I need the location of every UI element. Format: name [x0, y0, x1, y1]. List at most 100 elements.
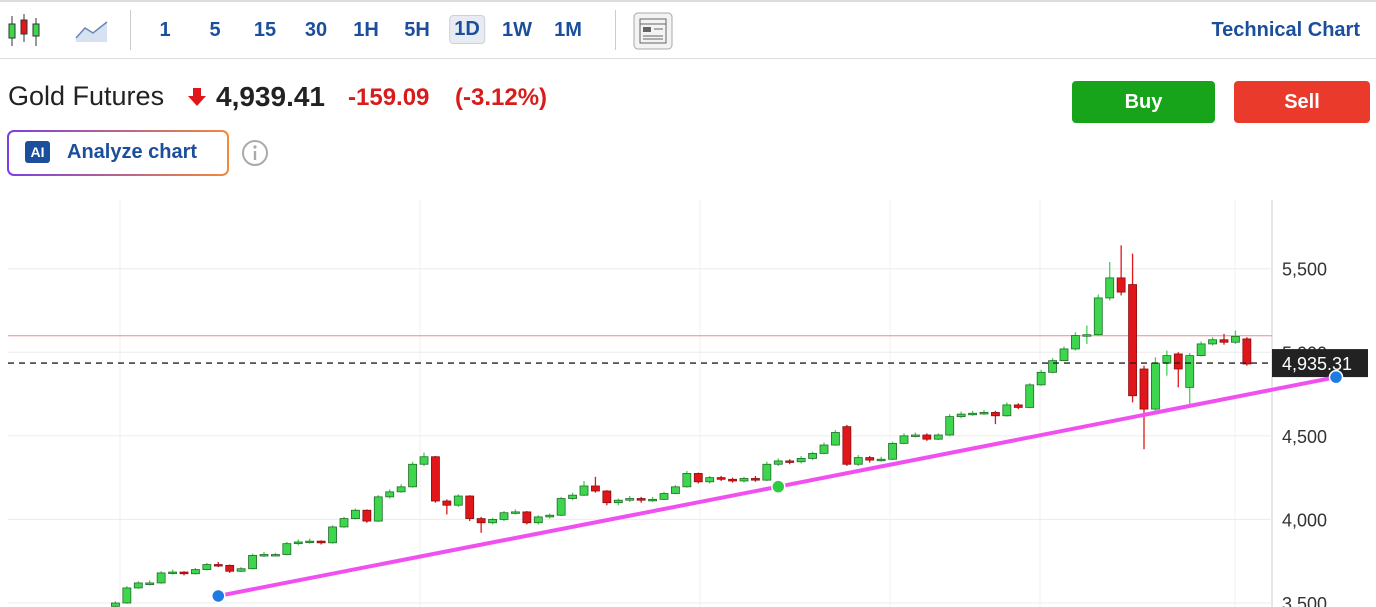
candle-body	[1002, 404, 1012, 417]
candle-body	[293, 541, 303, 545]
candle-body	[945, 416, 955, 436]
sell-button[interactable]: Sell	[1234, 81, 1370, 123]
y-tick-label: 4,500	[1282, 427, 1327, 447]
candle-body	[933, 434, 943, 440]
layout-icon[interactable]	[633, 12, 673, 50]
candle-body	[808, 452, 817, 459]
trendline-point	[211, 588, 226, 604]
interval-button[interactable]: 1H	[353, 19, 379, 41]
candle-body	[556, 498, 566, 516]
candle-body	[271, 554, 280, 557]
candle-body	[396, 486, 406, 493]
interval-button[interactable]: 1W	[502, 19, 532, 41]
candle-body	[168, 571, 177, 574]
candle-body	[1059, 348, 1069, 362]
candle-body	[1242, 338, 1252, 365]
candle-body	[613, 499, 623, 504]
candle-body	[956, 413, 966, 418]
candle-body	[351, 509, 360, 519]
candle-body	[922, 434, 932, 440]
interval-button[interactable]: 15	[253, 19, 277, 41]
last-price-label: 4,935.31	[1282, 354, 1352, 374]
candle-body	[316, 540, 326, 544]
change-percent: (-3.12%)	[455, 84, 548, 111]
candle-body	[991, 412, 1000, 417]
candle-body	[385, 491, 395, 498]
candle-body	[202, 564, 212, 570]
candle-body	[1025, 384, 1035, 408]
candle-body	[511, 511, 520, 514]
candle-body	[179, 571, 189, 575]
line-icon[interactable]	[75, 18, 109, 44]
interval-button[interactable]: 30	[304, 19, 328, 41]
candle-body	[156, 572, 166, 584]
candle-body	[648, 498, 657, 502]
candle-body	[1185, 355, 1195, 388]
candle-body	[133, 582, 143, 589]
separator	[615, 10, 616, 50]
price: 4,939.41	[216, 81, 325, 112]
top-border	[0, 0, 1376, 2]
interval-button[interactable]: 1D	[449, 15, 485, 44]
candle-body	[568, 494, 577, 499]
candle-body	[453, 495, 463, 506]
toolbar-border	[0, 58, 1376, 59]
candle-body	[111, 602, 120, 607]
candle-body	[1013, 404, 1023, 408]
candle-body	[1093, 297, 1103, 336]
candle-body	[579, 485, 589, 496]
page-title[interactable]: Technical Chart	[1211, 19, 1360, 41]
instrument-name: Gold Futures	[8, 81, 165, 111]
info-icon[interactable]	[241, 139, 269, 167]
buy-button[interactable]: Buy	[1072, 81, 1215, 123]
candle-body	[1208, 339, 1217, 345]
candle-body	[362, 509, 372, 522]
candle-body	[465, 495, 475, 519]
candle-body	[625, 498, 635, 501]
candle-body	[339, 518, 349, 528]
candle-body	[682, 473, 692, 488]
candle-body	[419, 456, 429, 465]
candle-body	[1036, 371, 1046, 386]
candle-body	[225, 564, 235, 572]
ai-badge: AI	[25, 141, 50, 163]
candle-body	[522, 511, 532, 524]
candle-body	[305, 540, 315, 544]
candles-icon[interactable]	[6, 12, 42, 50]
candle-body	[865, 457, 875, 461]
candle-body	[1231, 335, 1240, 343]
candle-body	[773, 460, 783, 465]
candle-body	[1048, 360, 1057, 373]
interval-button[interactable]: 5	[209, 19, 221, 41]
interval-button[interactable]: 5H	[404, 19, 430, 41]
candle-body	[671, 486, 680, 494]
candle-body	[1139, 368, 1149, 410]
candle-body	[693, 473, 703, 483]
candle-body	[431, 456, 440, 502]
candle-body	[1128, 284, 1137, 397]
candle-body	[888, 442, 897, 460]
candle-body	[1162, 355, 1172, 364]
candle-body	[476, 518, 486, 524]
candle-body	[751, 478, 760, 481]
interval-button[interactable]: 1	[159, 19, 171, 41]
analyze-button[interactable]: AI Analyze chart	[7, 130, 229, 176]
candle-body	[533, 516, 543, 524]
candle-body	[236, 568, 246, 572]
candle-body	[328, 526, 337, 544]
candle-body	[191, 569, 200, 575]
candle-body	[1196, 343, 1206, 357]
candle-body	[373, 496, 383, 522]
candle-body	[842, 426, 852, 465]
candle-body	[796, 458, 806, 463]
candle-body	[408, 463, 417, 488]
candle-body	[282, 543, 292, 555]
interval-button[interactable]: 1M	[554, 19, 582, 41]
candle-body	[979, 412, 989, 415]
candle-body	[899, 435, 909, 444]
down-arrow	[188, 88, 206, 106]
candle-body	[1116, 277, 1126, 293]
candle-body	[602, 490, 612, 504]
candle-body	[145, 582, 155, 586]
